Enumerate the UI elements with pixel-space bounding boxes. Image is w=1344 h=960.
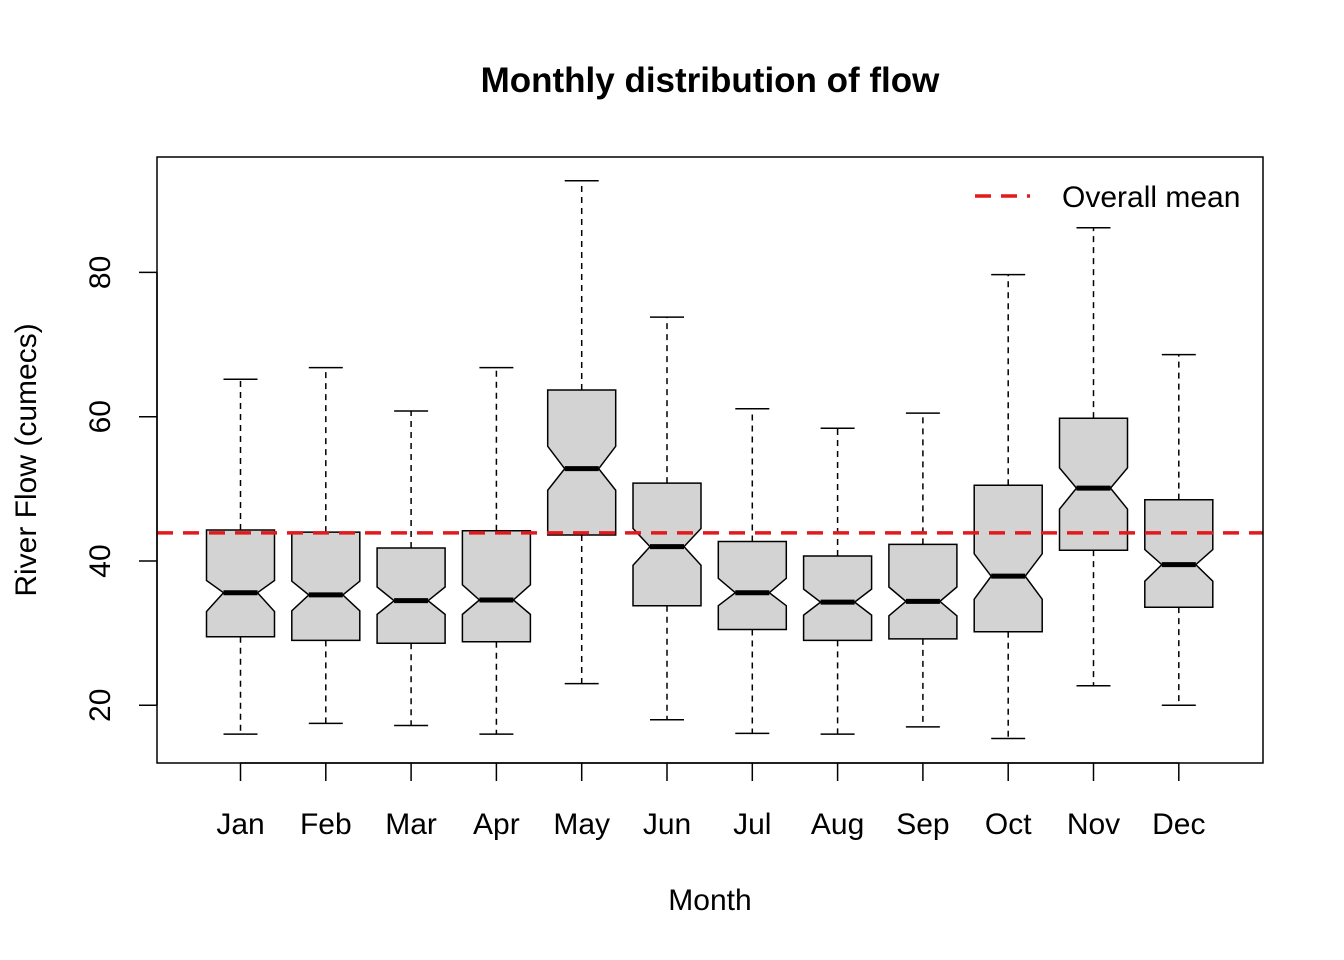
x-tick-label-aug: Aug <box>811 808 864 841</box>
x-tick-label-jul: Jul <box>733 808 771 841</box>
x-tick-label-nov: Nov <box>1067 808 1120 841</box>
x-tick-label-mar: Mar <box>385 808 437 841</box>
box-body-mar <box>376 547 446 644</box>
y-tick-label-20: 20 <box>84 689 117 722</box>
chart-title: Monthly distribution of flow <box>481 61 941 100</box>
box-nov <box>1058 226 1129 687</box>
x-tick-label-oct: Oct <box>985 808 1032 841</box>
x-tick-label-feb: Feb <box>300 808 352 841</box>
box-feb <box>291 366 361 725</box>
box-sep <box>888 412 958 728</box>
box-oct <box>973 273 1043 740</box>
x-tick-label-sep: Sep <box>896 808 949 841</box>
box-body-jul <box>717 540 788 631</box>
y-tick-label-60: 60 <box>84 400 117 433</box>
box-mar <box>376 410 446 727</box>
box-body-nov <box>1058 417 1129 551</box>
box-may <box>546 180 617 685</box>
box-body-feb <box>291 531 361 642</box>
y-tick-label-40: 40 <box>84 544 117 577</box>
y-tick-label-80: 80 <box>84 256 117 289</box>
legend-label-overall-mean: Overall mean <box>1062 181 1240 214</box>
box-body-apr <box>461 529 532 643</box>
box-jun <box>632 316 702 721</box>
x-tick-label-may: May <box>553 808 610 841</box>
plot-frame <box>156 156 1264 764</box>
box-aug <box>802 427 873 735</box>
y-axis-label: River Flow (cumecs) <box>10 323 43 596</box>
x-tick-label-apr: Apr <box>473 808 520 841</box>
x-tick-label-jun: Jun <box>643 808 691 841</box>
box-body-sep <box>888 543 958 640</box>
box-jan <box>205 378 276 735</box>
box-dec <box>1144 353 1214 707</box>
box-body-oct <box>973 484 1043 633</box>
box-jul <box>717 408 788 735</box>
plot-area: 20 40 60 80 Jan Feb Mar Apr May Jun Jul Aug Sep Oct No… <box>84 180 1263 841</box>
legend: Overall mean <box>975 181 1240 214</box>
box-body-aug <box>802 555 873 642</box>
box-apr <box>461 366 532 735</box>
x-tick-label-dec: Dec <box>1152 808 1205 841</box>
box-body-dec <box>1144 498 1214 608</box>
box-body-jan <box>205 529 276 638</box>
box-body-may <box>546 389 617 536</box>
x-tick-label-jan: Jan <box>216 808 264 841</box>
x-axis-label: Month <box>668 884 751 917</box>
